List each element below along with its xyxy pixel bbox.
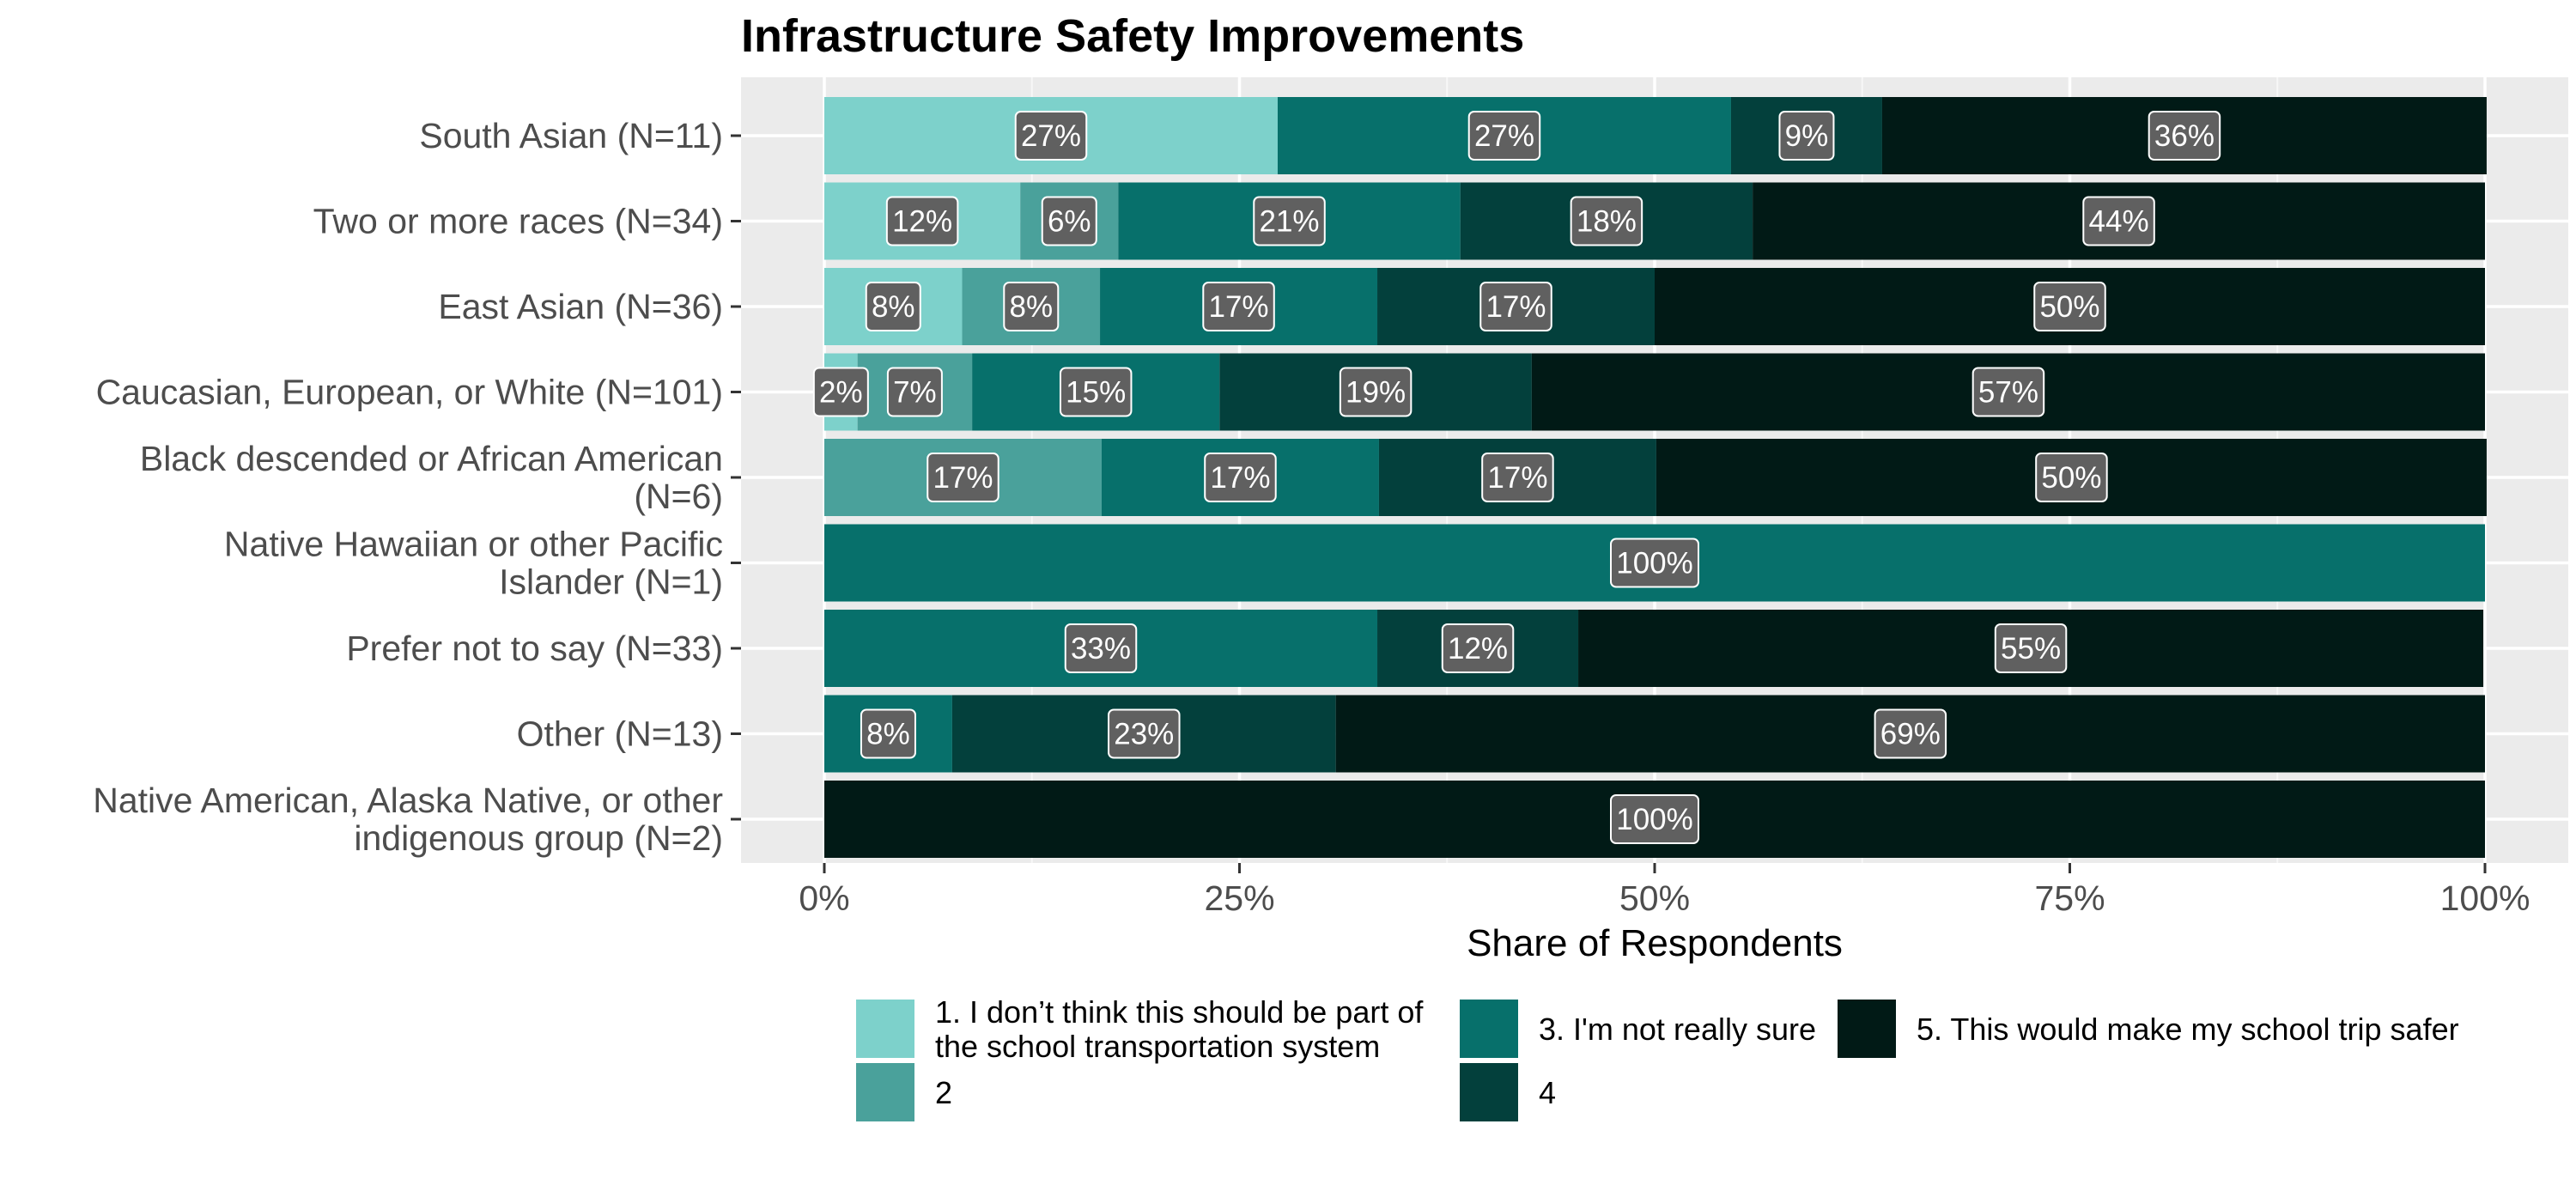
data-label-box — [1204, 453, 1277, 502]
x-tick-label: 25% — [1204, 878, 1274, 918]
y-tick-label: (N=6) — [634, 477, 723, 516]
data-label-box — [1064, 623, 1138, 673]
data-label: 12% — [892, 205, 952, 239]
y-tick-label: East Asian (N=36) — [438, 287, 723, 326]
data-label-box — [2033, 282, 2106, 331]
data-label-box — [865, 282, 921, 331]
legend-key — [1460, 1063, 1518, 1121]
legend-label: 1. I don’t think this should be part of — [935, 994, 1424, 1030]
y-tick-label: Caucasian, European, or White (N=101) — [96, 373, 723, 412]
data-label-box — [1202, 282, 1275, 331]
y-tick-label: South Asian (N=11) — [419, 116, 723, 155]
data-label: 2% — [819, 376, 863, 410]
data-label: 8% — [866, 718, 910, 751]
y-axis: South Asian (N=11) Two or more races (N=3… — [93, 116, 741, 858]
data-label-box — [2082, 196, 2155, 246]
legend-label: 2 — [935, 1075, 952, 1110]
data-label-box — [1570, 196, 1643, 246]
data-label-box — [885, 196, 959, 246]
data-label: 8% — [872, 290, 915, 324]
y-tick-label: Prefer not to say (N=33) — [346, 629, 723, 668]
data-label-box — [1874, 708, 1947, 759]
data-label: 8% — [1009, 290, 1053, 324]
data-label: 100% — [1616, 803, 1693, 836]
legend-key — [856, 1063, 914, 1121]
y-tick-label: Other (N=13) — [517, 714, 723, 754]
data-label: 21% — [1259, 205, 1319, 239]
y-tick-label: Native American, Alaska Native, or other — [93, 781, 723, 820]
data-label: 12% — [1448, 632, 1508, 665]
legend-key — [1838, 1000, 1896, 1058]
data-label-box — [812, 367, 869, 417]
x-tick-label: 0% — [799, 878, 849, 918]
data-label: 19% — [1346, 376, 1406, 410]
data-label: 17% — [1487, 461, 1547, 495]
data-label-box — [1994, 623, 2068, 673]
data-label: 44% — [2089, 205, 2149, 239]
data-label: 7% — [893, 376, 937, 410]
data-label: 6% — [1048, 205, 1091, 239]
data-label-box — [1441, 623, 1515, 673]
data-label-box — [1041, 196, 1097, 246]
data-label: 27% — [1474, 119, 1534, 153]
data-label: 57% — [1978, 376, 2038, 410]
legend-label: 3. I'm not really sure — [1539, 1012, 1816, 1047]
data-label-box — [1481, 453, 1554, 502]
x-axis: 0% 25% 50% 75% 100% — [799, 863, 2530, 918]
y-tick-label: Black descended or African American — [140, 439, 723, 478]
x-axis-title: Share of Respondents — [1467, 922, 1843, 964]
data-label: 18% — [1577, 205, 1637, 239]
x-tick-label: 50% — [1619, 878, 1690, 918]
data-label-box — [1467, 111, 1541, 161]
data-label-box — [860, 708, 916, 759]
data-label-box — [927, 453, 999, 502]
legend-label: the school transportation system — [935, 1029, 1380, 1064]
y-tick-label: Two or more races (N=34) — [313, 202, 723, 241]
legend-label: 4 — [1539, 1075, 1556, 1110]
data-label: 27% — [1021, 119, 1081, 153]
data-label: 15% — [1066, 376, 1126, 410]
data-label-box — [1253, 196, 1326, 246]
data-label-box — [1003, 282, 1060, 331]
data-labels: 27% 27% 9% 36% 12% 6% 21% 18% 44% 8% 8% 17% 17% 50% 2%… — [812, 111, 2221, 844]
data-label-box — [886, 367, 943, 417]
legend-key — [1460, 1000, 1518, 1058]
data-label-box — [1778, 111, 1835, 161]
data-label: 33% — [1071, 632, 1131, 665]
data-label: 69% — [1880, 718, 1941, 751]
data-label-box — [1059, 367, 1133, 417]
data-label-box — [1610, 538, 1699, 588]
data-label: 17% — [1210, 461, 1270, 495]
data-label: 36% — [2154, 119, 2215, 153]
legend-label: 5. This would make my school trip safer — [1917, 1012, 2459, 1047]
data-label: 9% — [1785, 119, 1829, 153]
data-label: 17% — [933, 461, 993, 495]
data-label-box — [1108, 708, 1181, 759]
y-tick-label: Islander (N=1) — [499, 562, 723, 602]
data-label: 23% — [1114, 718, 1174, 751]
data-label-box — [2035, 453, 2108, 502]
y-tick-label: indigenous group (N=2) — [354, 818, 723, 858]
data-label: 50% — [2039, 290, 2099, 324]
x-tick-label: 100% — [2440, 878, 2530, 918]
y-tick-label: Native Hawaiian or other Pacific — [224, 525, 723, 564]
data-label: 55% — [2001, 632, 2061, 665]
x-tick-label: 75% — [2034, 878, 2105, 918]
data-label: 50% — [2041, 461, 2101, 495]
data-label-box — [1479, 282, 1552, 331]
data-label-box — [1610, 794, 1699, 844]
legend-key — [856, 1000, 914, 1058]
data-label-box — [2148, 111, 2221, 161]
legend: 1. I don’t think this should be part oft… — [856, 994, 2459, 1121]
data-label: 100% — [1616, 547, 1693, 580]
data-label-box — [1014, 111, 1088, 161]
data-label: 17% — [1485, 290, 1546, 324]
data-label-box — [1339, 367, 1413, 417]
chart-title: Infrastructure Safety Improvements — [741, 10, 1524, 62]
data-label: 17% — [1209, 290, 1269, 324]
data-label-box — [1971, 367, 2045, 417]
